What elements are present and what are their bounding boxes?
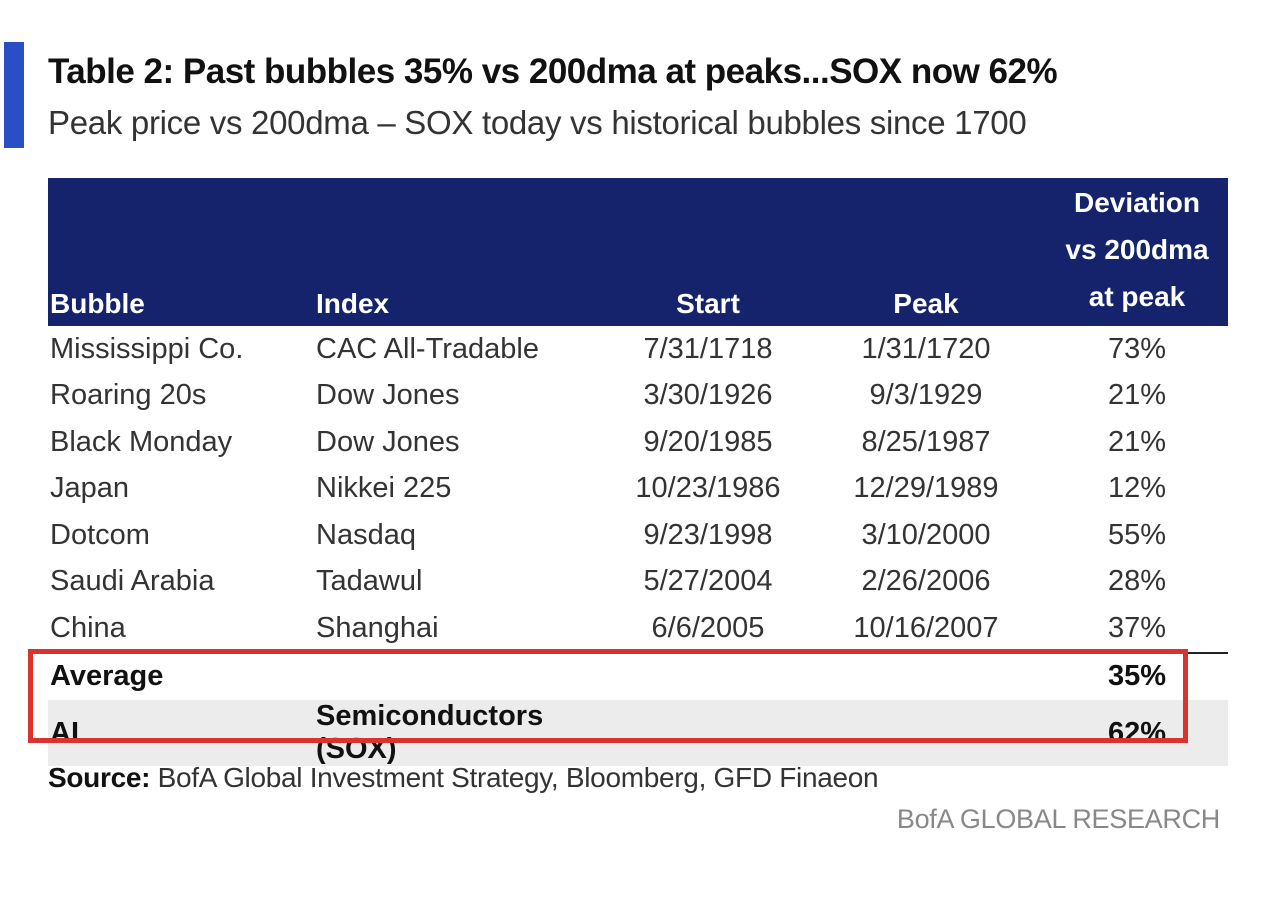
header-deviation-line1: Deviation [1073,187,1201,218]
highlight-box [28,649,1188,743]
cell-bubble: Black Monday [50,425,233,458]
cell-start: 9/23/1998 [643,518,773,551]
table-row: Japan Nikkei 225 10/23/1986 12/29/1989 1… [48,466,1228,513]
cell-index: Nasdaq [316,518,416,551]
cell-bubble: Saudi Arabia [50,565,215,598]
cell-peak: 10/16/2007 [806,605,1046,654]
brand-label: BofA GLOBAL RESEARCH [896,804,1220,834]
header-start: Start [676,288,740,319]
cell-deviation: 28% [1107,565,1167,598]
header-index: Index [316,288,390,319]
cell-start: 9/20/1985 [643,425,773,458]
cell-start: 3/30/1926 [643,379,773,412]
cell-deviation: 55% [1107,518,1167,551]
table-row: Mississippi Co. CAC All-Tradable 7/31/17… [48,326,1228,373]
cell-peak: 12/29/1989 [853,472,999,505]
cell-peak: 2/26/2006 [861,565,991,598]
cell-bubble: Mississippi Co. [50,332,244,365]
cell-peak: 9/3/1929 [869,379,983,412]
cell-peak: 8/25/1987 [861,425,991,458]
header-deviation: Deviation vs 200dma at peak [1046,178,1228,326]
table-row: Roaring 20s Dow Jones 3/30/1926 9/3/1929… [48,373,1228,420]
cell-deviation: 73% [1107,332,1167,365]
ai-bubble: AI [48,700,314,766]
cell-bubble: Dotcom [50,518,150,551]
average-row: Average 35% [48,653,1228,701]
page-subtitle: Peak price vs 200dma – SOX today vs hist… [48,104,1027,141]
accent-bar [4,42,24,148]
page-title: Table 2: Past bubbles 35% vs 200dma at p… [48,52,1058,91]
cell-bubble: Japan [50,472,130,505]
cell-index: CAC All-Tradable [316,332,539,365]
table-row: Black Monday Dow Jones 9/20/1985 8/25/19… [48,419,1228,466]
cell-deviation: 12% [1107,472,1167,505]
cell-deviation: 21% [1107,379,1167,412]
header-bubble: Bubble [50,288,145,319]
header-deviation-line2: vs 200dma [1065,234,1209,265]
ai-row: AI Semiconductors (SOX) 62% [48,700,1228,766]
cell-bubble: Roaring 20s [50,379,207,412]
cell-index: Tadawul [316,565,423,598]
cell-index: Nikkei 225 [316,472,452,505]
cell-index: Dow Jones [316,425,460,458]
cell-start: 7/31/1718 [643,332,773,365]
source-note: Source: BofA Global Investment Strategy,… [48,762,879,794]
table-row: Dotcom Nasdaq 9/23/1998 3/10/2000 55% [48,512,1228,559]
table-row: China Shanghai 6/6/2005 10/16/2007 37% [48,605,1228,654]
cell-deviation: 21% [1107,425,1167,458]
source-label: Source: [48,762,151,793]
bubbles-table: Bubble Index Start Peak Deviation vs 200d… [48,178,1228,766]
cell-bubble: China [48,605,314,654]
table-header-row: Bubble Index Start Peak Deviation vs 200d… [48,178,1228,326]
cell-deviation: 37% [1046,605,1228,654]
cell-index: Dow Jones [316,379,460,412]
header-deviation-line3: at peak [1088,281,1186,312]
header-peak: Peak [893,288,959,319]
cell-start: 5/27/2004 [643,565,773,598]
average-label: Average [50,660,164,693]
average-deviation: 35% [1107,660,1167,693]
cell-start: 10/23/1986 [635,472,781,505]
ai-index: Semiconductors (SOX) [314,700,610,766]
source-text: BofA Global Investment Strategy, Bloombe… [150,762,879,793]
cell-peak: 1/31/1720 [861,332,991,365]
cell-index: Shanghai [314,605,610,654]
cell-peak: 3/10/2000 [861,518,991,551]
table-row: Saudi Arabia Tadawul 5/27/2004 2/26/2006… [48,559,1228,606]
ai-deviation: 62% [1046,700,1228,766]
cell-start: 6/6/2005 [610,605,806,654]
